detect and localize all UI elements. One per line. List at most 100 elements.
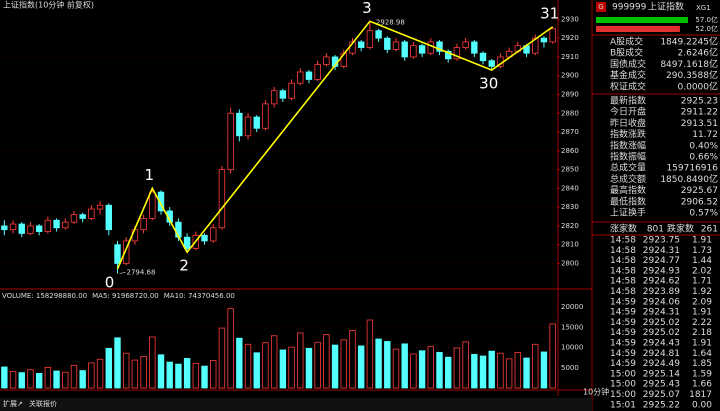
volume-bar [297,332,304,389]
y-tick-label: 2930 [561,15,579,23]
volume-bar [401,343,408,389]
row-value: 0.57% [689,209,718,219]
candle-body [35,225,43,232]
tab[interactable]: 扩展↗ [3,399,23,408]
candle-body [288,82,295,99]
row-label: 最低指数 [610,195,646,207]
flow-bar [596,17,688,23]
low-label: 2794.68 [126,268,155,276]
row-value: 0.40% [689,141,718,151]
y-tick-label: 2910 [561,53,579,61]
tick-volume: 1.73 [692,246,712,256]
volume-bar [471,354,478,389]
code: 999999 [612,3,647,13]
volume-bar [88,362,95,389]
y-tick-label: 2850 [561,166,579,174]
volume-bar [540,351,548,389]
candle-body [453,47,461,60]
tick-price: 2925.43 [643,380,680,390]
volume-bar [35,373,43,389]
candle-body [401,41,408,58]
wave-label: 0 [105,274,115,292]
icon-letter: G [598,3,603,11]
low-pointer [119,272,126,274]
volume-bar [9,371,17,389]
row-label: 国债成交 [610,58,646,70]
candle-body [410,45,417,58]
tick-volume: 1.66 [692,380,712,390]
row-value: 0.66% [689,153,718,163]
tick-time: 14:59 [610,297,636,307]
volume-bar [357,345,365,389]
tick-volume: 0.00 [692,400,712,410]
tick-time: 14:58 [610,246,636,256]
volume-caption: VOLUME: 158298880.00 [2,292,87,300]
period-label[interactable]: 10分钟 [583,387,609,397]
volume-bar [131,359,139,389]
tick-time: 14:58 [610,266,636,276]
candle-body [70,214,78,223]
row-value: 159716916 [666,164,718,174]
volume-bar [323,334,330,389]
candle-body [44,219,52,232]
volume-caption: MA5: 91968720.00 [92,292,159,300]
volume-bar [384,341,391,389]
y-tick-label: 2880 [561,109,579,117]
candle-body [479,52,487,62]
volume-bar [192,362,200,389]
row-label: A股成交 [610,36,643,48]
candle-body [366,30,374,48]
row-value: 2906.52 [681,197,718,207]
volume-bar [375,338,382,389]
tick-price: 2925.14 [643,369,680,379]
flow-label: 52.0亿 [695,24,718,33]
tick-price: 2923.75 [643,236,680,246]
tick-time: 14:59 [610,318,636,328]
tick-volume: 1.71 [692,277,712,287]
tick-time: 15:01 [610,400,636,410]
candle-body [88,208,95,219]
tick-price: 2925.02 [643,318,680,328]
name: 上证指数 [648,1,684,13]
y-tick-label: 2900 [561,72,579,80]
row-label: 总成交额 [610,173,646,185]
candle-body [357,41,365,48]
volume-bar [244,343,252,389]
wave-label: 31 [540,4,559,22]
candle-body [114,244,121,264]
row-value: 290.3588亿 [666,69,718,81]
high-label: 2928.98 [376,18,405,26]
tick-price: 2925.22 [643,400,680,410]
candle-body [79,214,86,219]
volume-bar [44,366,52,389]
candle-body [210,227,217,242]
tick-volume: 2.02 [692,266,712,276]
tick-time: 14:59 [610,328,636,338]
candle-body [445,50,452,60]
row-label: 昨日收盘 [610,117,646,129]
row-value: 11.72 [692,130,718,140]
bottom-bar [0,398,592,411]
volume-bar [218,327,226,389]
candle-body [549,28,556,43]
candle-body [323,56,330,65]
tick-time: 15:00 [610,390,636,400]
tick-price: 2924.62 [643,277,680,287]
row-value: 0.0000亿 [678,80,719,92]
candle-body [96,204,104,210]
candle-body [279,90,287,99]
row-label: 指数振幅 [610,151,646,163]
candle-body [427,41,435,54]
volume-bar [175,363,182,389]
candle-body [157,191,165,212]
candle-body [218,169,226,229]
candle-body [62,221,69,229]
candle-body [201,234,208,242]
candle-body [532,37,539,54]
tab[interactable]: 关联报价 [29,399,57,408]
tick-time: 14:58 [610,236,636,246]
tick-price: 2924.31 [643,308,680,318]
y-tick-label: 2920 [561,34,579,42]
candle-body [253,116,260,129]
row-label: 指数涨幅 [610,139,646,151]
